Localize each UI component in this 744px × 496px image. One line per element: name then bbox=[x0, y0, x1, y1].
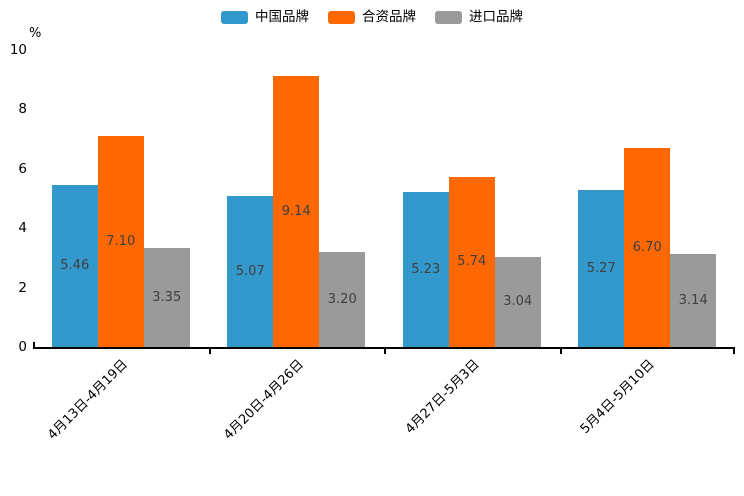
bar-value-label: 5.46 bbox=[60, 258, 90, 274]
bar: 5.74 bbox=[448, 176, 495, 347]
x-category-label: 4月20日-4月26日 bbox=[221, 357, 307, 443]
legend-swatch-china-brand bbox=[221, 10, 248, 24]
y-tick-label: 6 bbox=[18, 160, 27, 177]
bar-value-label: 9.14 bbox=[281, 203, 311, 219]
x-axis-tick bbox=[384, 349, 386, 354]
bar-value-label: 3.14 bbox=[678, 292, 708, 308]
x-axis-category-labels: 4月13日-4月19日 4月20日-4月26日 4月27日-5月3日 5月4日-5月1… bbox=[33, 357, 735, 487]
legend-label-joint-venture-brand: 合资品牌 bbox=[362, 9, 416, 25]
plot-area: 5.46 7.10 3.35 5.07 9.14 3.20 5.23 5.74 3.04 5.27… bbox=[33, 50, 735, 347]
bar-value-label: 6.70 bbox=[632, 240, 662, 255]
bar: 5.46 bbox=[51, 184, 98, 347]
legend-label-import-brand: 进口品牌 bbox=[469, 9, 523, 25]
bar-value-label: 3.04 bbox=[503, 294, 533, 310]
legend: 中国品牌 合资品牌 进口品牌 bbox=[0, 9, 744, 25]
legend-label-china-brand: 中国品牌 bbox=[255, 9, 309, 25]
legend-item-china-brand: 中国品牌 bbox=[221, 9, 309, 25]
x-category-label: 5月4日-5月10日 bbox=[577, 357, 658, 437]
bar: 3.35 bbox=[143, 247, 190, 347]
bar-value-label: 5.74 bbox=[457, 254, 487, 270]
y-axis-unit-label: % bbox=[29, 26, 42, 41]
bar: 5.27 bbox=[578, 190, 625, 347]
bar: 6.70 bbox=[624, 148, 671, 347]
bar-value-label: 3.35 bbox=[152, 289, 182, 305]
bar: 7.10 bbox=[97, 136, 144, 347]
x-axis-tick bbox=[733, 349, 735, 354]
bar-value-label: 3.20 bbox=[327, 291, 357, 307]
x-category-label: 4月27日-5月3日 bbox=[402, 357, 483, 437]
bar: 9.14 bbox=[273, 75, 320, 347]
bar-value-label: 7.10 bbox=[106, 234, 136, 250]
bar: 3.04 bbox=[494, 256, 541, 347]
y-tick-label: 8 bbox=[18, 101, 27, 118]
y-tick-label: 2 bbox=[18, 279, 27, 296]
y-tick-label: 4 bbox=[18, 220, 27, 237]
x-axis-tick bbox=[208, 349, 211, 354]
x-axis-tick bbox=[559, 349, 562, 354]
bar-value-label: 5.07 bbox=[235, 264, 265, 280]
bar-value-label: 5.27 bbox=[586, 261, 616, 277]
bar: 5.23 bbox=[402, 191, 449, 347]
bar: 3.14 bbox=[670, 253, 717, 347]
bar: 3.20 bbox=[319, 251, 366, 347]
legend-swatch-joint-venture-brand bbox=[328, 10, 355, 24]
y-tick-label: 10 bbox=[9, 42, 27, 58]
x-category-label: 4月13日-4月19日 bbox=[45, 357, 132, 443]
x-axis-line bbox=[33, 347, 735, 349]
legend-item-import-brand: 进口品牌 bbox=[435, 9, 523, 25]
bar-value-label: 5.23 bbox=[411, 261, 441, 277]
legend-swatch-import-brand bbox=[435, 10, 462, 24]
bar: 5.07 bbox=[227, 196, 274, 347]
y-axis-stub bbox=[33, 342, 35, 347]
legend-item-joint-venture-brand: 合资品牌 bbox=[328, 9, 416, 25]
y-tick-label: 0 bbox=[18, 339, 27, 355]
